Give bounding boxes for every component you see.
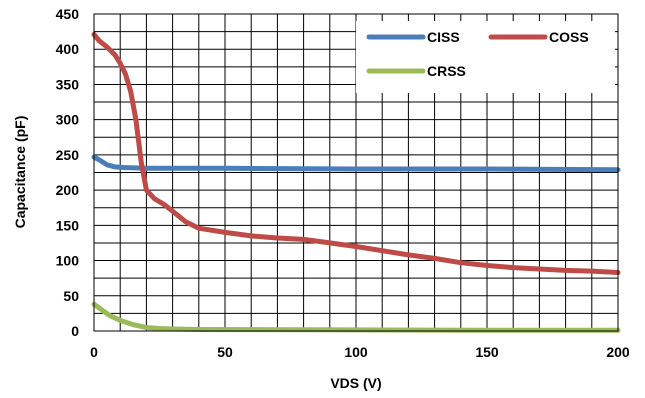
y-tick-label: 400	[56, 41, 80, 57]
y-tick-label: 150	[56, 217, 80, 233]
y-tick-label: 300	[56, 112, 80, 128]
legend-label-ciss: CISS	[427, 29, 460, 45]
y-tick-label: 0	[71, 323, 79, 339]
legend-label-coss: COSS	[549, 29, 589, 45]
y-tick-label: 50	[63, 288, 79, 304]
legend-label-crss: CRSS	[427, 63, 466, 79]
x-tick-label: 0	[90, 344, 98, 360]
series-lines	[91, 31, 621, 333]
legend-box	[356, 21, 615, 93]
y-tick-label: 100	[56, 253, 80, 269]
y-tick-label: 350	[56, 76, 80, 92]
y-axis-label: Capacitance (pF)	[12, 116, 28, 229]
plot-border	[93, 13, 619, 332]
series-line-coss	[91, 31, 621, 275]
x-tick-label: 100	[344, 344, 368, 360]
y-tick-label: 200	[56, 182, 80, 198]
x-tick-label: 50	[217, 344, 233, 360]
y-axis-ticks: 0 50 100 150 200 250 300 350 400 450	[56, 6, 80, 339]
x-tick-label: 200	[606, 344, 630, 360]
legend: CISS COSS CRSS	[356, 21, 615, 93]
series-line-crss	[91, 301, 621, 333]
y-tick-label: 450	[56, 6, 80, 22]
y-tick-label: 250	[56, 147, 80, 163]
x-axis-label: VDS (V)	[330, 375, 381, 391]
x-tick-label: 150	[475, 344, 499, 360]
x-axis-ticks: 0 50 100 150 200	[90, 344, 630, 360]
series-line-ciss	[91, 154, 621, 173]
